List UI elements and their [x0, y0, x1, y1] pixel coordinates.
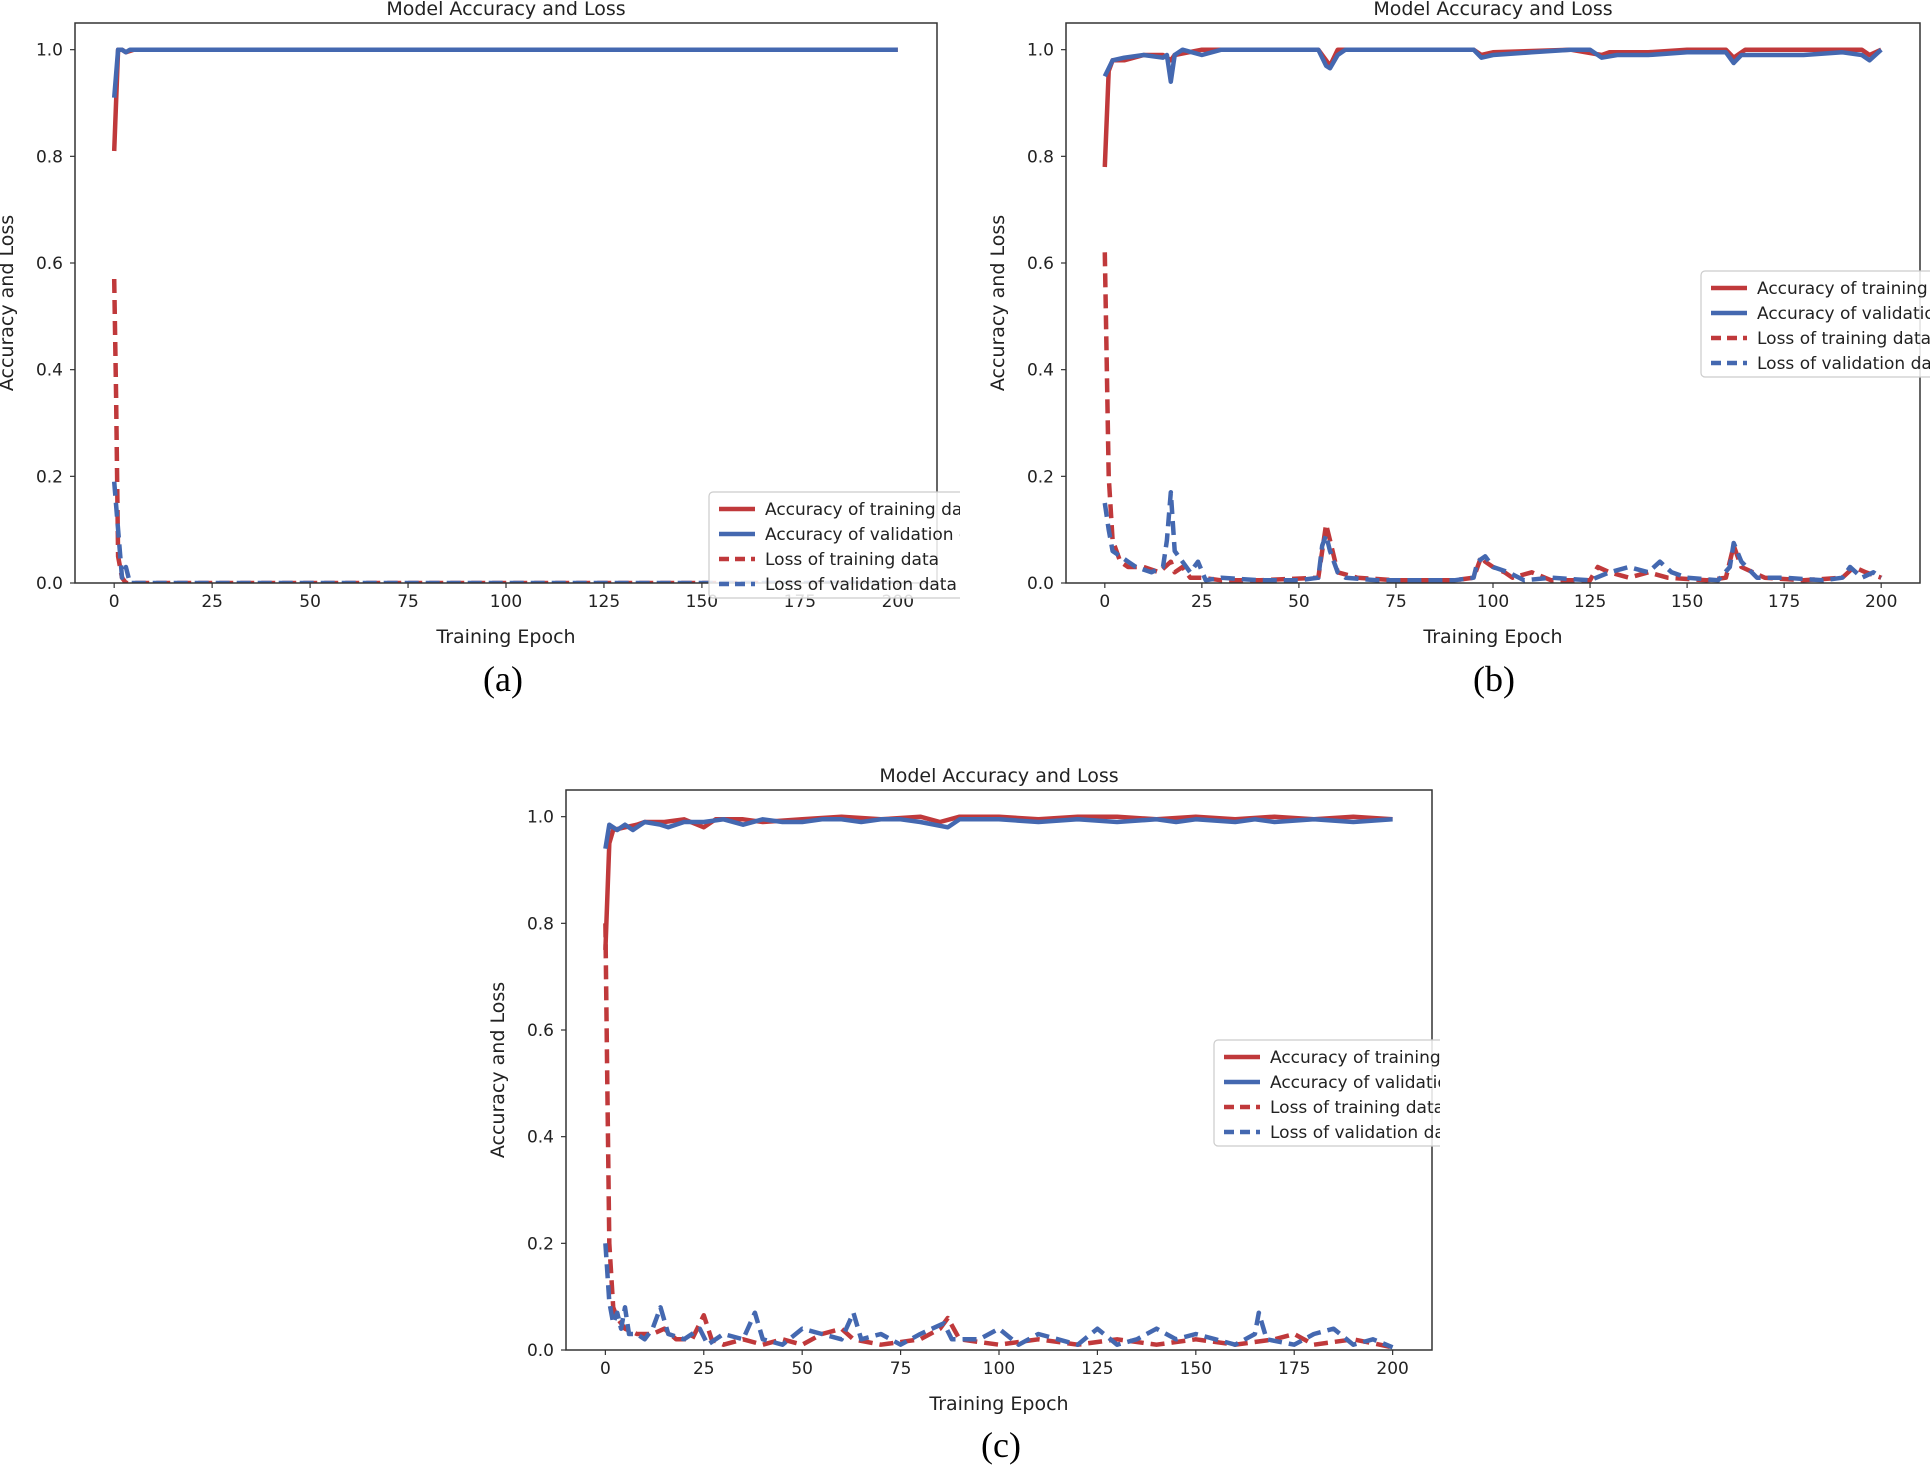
y-tick-label: 0.8: [36, 147, 63, 167]
y-tick-label: 0.8: [527, 914, 554, 934]
series-line-4: [1102, 490, 1883, 583]
series-line-2: [1102, 47, 1883, 84]
panel-caption-c: (c): [981, 1425, 1021, 1465]
series-group: [603, 814, 1394, 1350]
x-tick-label: 75: [890, 1359, 912, 1379]
y-tick-label: 0.6: [527, 1021, 554, 1041]
x-tick-label: 175: [1768, 592, 1800, 612]
series-group: [1102, 47, 1883, 583]
legend-label: Accuracy of training data: [1270, 1048, 1440, 1068]
panel-caption-b: (b): [1473, 659, 1515, 699]
legend-label: Loss of validation data: [1757, 354, 1930, 374]
series-line-3: [111, 278, 898, 583]
y-tick-label: 0.6: [1027, 254, 1054, 274]
x-tick-label: 0: [1099, 592, 1110, 612]
x-tick-label: 75: [397, 592, 419, 612]
y-tick-label: 0.2: [1027, 467, 1054, 487]
legend-label: Accuracy of training data: [765, 500, 960, 520]
series-line-2: [111, 47, 898, 98]
series-group: [111, 47, 898, 583]
x-tick-label: 0: [600, 1359, 611, 1379]
y-tick-label: 1.0: [36, 41, 63, 61]
legend-box: [1700, 270, 1930, 378]
x-tick-label: 200: [1865, 592, 1897, 612]
chart-c: Model Accuracy and Loss 0 25 50 75 100 125 150 1…: [487, 768, 1440, 1415]
series-line-1: [1102, 47, 1883, 168]
y-tick-label: 0.8: [1027, 147, 1054, 167]
y-tick-label: 1.0: [527, 808, 554, 828]
legend: Accuracy of training data Accuracy of val…: [1213, 1039, 1440, 1147]
x-tick-label: 175: [1278, 1359, 1310, 1379]
y-axis-label: Accuracy and Loss: [0, 215, 18, 391]
legend: Accuracy of training data Accuracy of val…: [708, 491, 960, 599]
legend-label: Accuracy of validation data: [1270, 1073, 1440, 1093]
x-tick-label: 50: [791, 1359, 813, 1379]
y-tick-label: 0.0: [527, 1341, 554, 1361]
chart-title: Model Accuracy and Loss: [1373, 0, 1612, 20]
x-axis-label: Training Epoch: [928, 1393, 1068, 1415]
x-tick-label: 150: [1671, 592, 1703, 612]
y-tick-label: 0.0: [1027, 574, 1054, 594]
legend-label: Accuracy of validation data: [1757, 304, 1930, 324]
y-tick-label: 0.4: [527, 1128, 554, 1148]
series-line-2: [603, 817, 1393, 850]
x-tick-label: 75: [1385, 592, 1407, 612]
x-tick-label: 200: [1376, 1359, 1408, 1379]
series-line-4: [603, 1243, 1394, 1350]
legend-label: Loss of training data: [765, 550, 939, 570]
panel-caption-a: (a): [483, 659, 523, 699]
series-line-3: [1102, 252, 1882, 583]
legend: Accuracy of training data Accuracy of val…: [1700, 270, 1930, 378]
legend-label: Loss of training data: [1270, 1098, 1440, 1118]
x-tick-label: 125: [588, 592, 620, 612]
legend-box: [708, 491, 960, 599]
y-axis-label: Accuracy and Loss: [990, 215, 1009, 391]
y-axis-label: Accuracy and Loss: [487, 982, 509, 1158]
x-tick-label: 125: [1081, 1359, 1113, 1379]
x-tick-label: 0: [109, 592, 120, 612]
legend-label: Accuracy of training data: [1757, 279, 1930, 299]
x-tick-label: 125: [1574, 592, 1606, 612]
x-axis-label: Training Epoch: [435, 626, 575, 648]
series-line-1: [111, 47, 898, 152]
y-tick-label: 0.4: [1027, 361, 1054, 381]
series-line-4: [111, 481, 898, 583]
y-tick-label: 0.0: [36, 574, 63, 594]
chart-b: Model Accuracy and Loss 0 25 50 75 100 125 150 1…: [990, 0, 1930, 648]
x-tick-label: 100: [490, 592, 522, 612]
x-tick-label: 25: [201, 592, 223, 612]
x-tick-label: 50: [1288, 592, 1310, 612]
series-line-3: [603, 923, 1394, 1350]
x-tick-label: 100: [1477, 592, 1509, 612]
legend-box: [1213, 1039, 1440, 1147]
x-tick-label: 25: [1191, 592, 1213, 612]
x-tick-label: 25: [693, 1359, 715, 1379]
series-line-1: [603, 814, 1393, 951]
y-tick-label: 0.4: [36, 361, 63, 381]
legend-label: Accuracy of validation data: [765, 525, 960, 545]
x-tick-label: 150: [1180, 1359, 1212, 1379]
x-tick-label: 50: [299, 592, 321, 612]
x-axis-label: Training Epoch: [1422, 626, 1562, 648]
y-tick-label: 1.0: [1027, 41, 1054, 61]
y-tick-label: 0.2: [527, 1234, 554, 1254]
legend-label: Loss of validation data: [765, 575, 957, 595]
y-tick-label: 0.2: [36, 467, 63, 487]
chart-title: Model Accuracy and Loss: [386, 0, 625, 20]
legend-label: Loss of validation data: [1270, 1123, 1440, 1143]
legend-label: Loss of training data: [1757, 329, 1930, 349]
y-tick-label: 0.6: [36, 254, 63, 274]
x-tick-label: 100: [983, 1359, 1015, 1379]
chart-title: Model Accuracy and Loss: [879, 768, 1118, 787]
